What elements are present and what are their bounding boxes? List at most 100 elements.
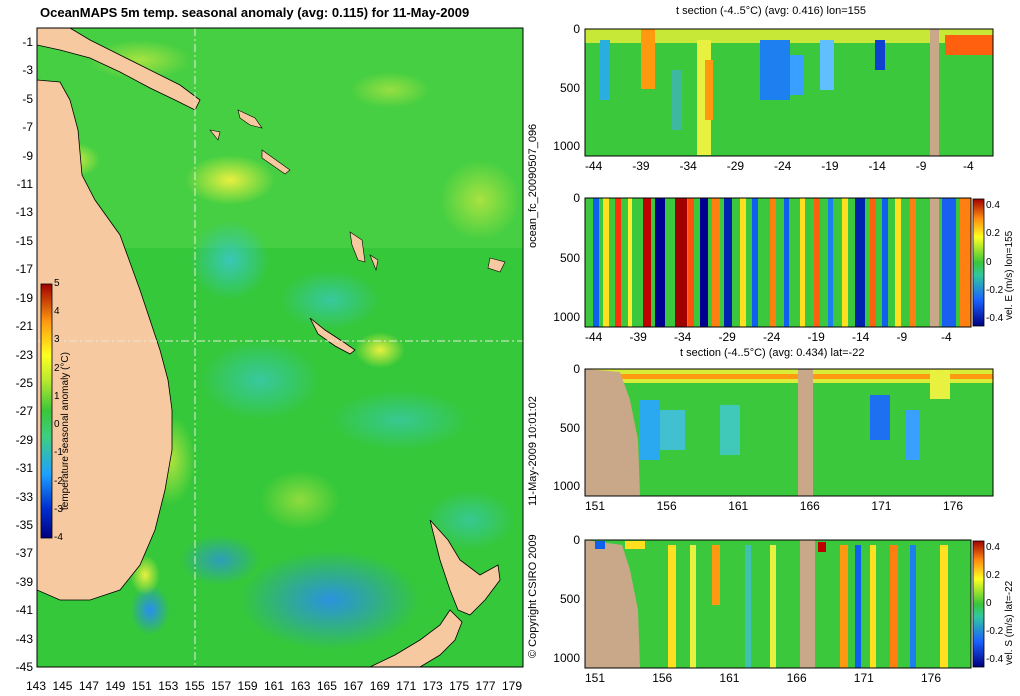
panel-x-tick-label: -9 bbox=[915, 159, 927, 173]
lon-tick-label: 153 bbox=[158, 679, 179, 693]
colorbar-tick-label: -3 bbox=[54, 503, 63, 515]
panel-x-tick-label: -29 bbox=[718, 330, 736, 344]
lat-tick-label: -39 bbox=[15, 574, 33, 589]
forecast-id-label: ocean_fc_20090507_096 bbox=[527, 123, 539, 248]
panel-3-title: t section (-4..5°C) (avg: 0.434) lat=-22 bbox=[680, 347, 865, 359]
lat-tick-label: -19 bbox=[15, 290, 33, 305]
lon-tick-label: 173 bbox=[422, 679, 443, 693]
panel-x-tick-label: -14 bbox=[852, 330, 870, 344]
colorbar-tick-label: 4 bbox=[54, 306, 60, 318]
panel-colorbar-tick-label: -0.2 bbox=[986, 284, 1004, 296]
panel-frames bbox=[584, 28, 994, 669]
panel-colorbar-tick-label: 0 bbox=[986, 598, 992, 609]
lon-tick-label: 167 bbox=[343, 679, 364, 693]
panel-colorbar-tick-label: 0 bbox=[986, 256, 992, 268]
lat-tick-label: -7 bbox=[22, 120, 33, 135]
panel-y-tick-label: 1000 bbox=[553, 651, 580, 665]
lat-tick-label: -27 bbox=[15, 404, 33, 419]
lat-tick-label: -15 bbox=[15, 233, 33, 248]
lon-tick-label: 177 bbox=[475, 679, 496, 693]
lon-tick-label: 149 bbox=[105, 679, 126, 693]
panel-colorbar-tick-label: 0.4 bbox=[986, 542, 1000, 553]
lat-tick-label: -23 bbox=[15, 347, 33, 362]
panel-x-tick-label: -44 bbox=[585, 330, 603, 344]
panel-x-tick-label: -29 bbox=[726, 159, 745, 173]
panel-x-tick-label: -39 bbox=[629, 330, 647, 344]
panel-colorbar-tick-label: 0.2 bbox=[986, 570, 1000, 581]
new-caledonia-land bbox=[309, 317, 356, 355]
lon-tick-label: 151 bbox=[131, 679, 152, 693]
panel-x-tick-label: -24 bbox=[774, 159, 792, 173]
colorbar-tick-label: -2 bbox=[54, 475, 63, 487]
panel-x-tick-label: -34 bbox=[674, 330, 692, 344]
panel-1-title: t section (-4..5°C) (avg: 0.416) lon=155 bbox=[676, 5, 866, 17]
lat-tick-label: -41 bbox=[15, 603, 33, 618]
panel-y-tick-label: 1000 bbox=[553, 139, 580, 153]
lat-tick-label: -21 bbox=[15, 319, 33, 334]
t-section-lat-panel bbox=[585, 369, 993, 496]
lon-tick-label: 179 bbox=[502, 679, 523, 693]
lat-tick-label: -31 bbox=[15, 461, 33, 476]
panel-x-tick-label: -14 bbox=[868, 159, 886, 173]
copyright-label: © Copyright CSIRO 2009 bbox=[527, 534, 539, 658]
panel-x-tick-label: -19 bbox=[807, 330, 825, 344]
panel-x-tick-label: -34 bbox=[679, 159, 697, 173]
lat-tick-label: -35 bbox=[15, 517, 33, 532]
temperature-colorbar bbox=[40, 283, 53, 539]
lon-tick-label: 145 bbox=[52, 679, 73, 693]
vel-e-panel bbox=[585, 198, 985, 327]
lat-tick-label: -45 bbox=[15, 660, 33, 674]
colorbar-label: temperature seasonal anomaly (°C) bbox=[60, 352, 71, 510]
panel-colorbar-tick-label: -0.4 bbox=[986, 313, 1004, 324]
lon-tick-label: 163 bbox=[290, 679, 311, 693]
panel-y-tick-label: 0 bbox=[573, 191, 580, 205]
new-zealand-north-land bbox=[429, 519, 501, 616]
lat-tick-label: -43 bbox=[15, 631, 33, 646]
panel-x-tick-label: 161 bbox=[719, 671, 740, 685]
panel-x-tick-label: -39 bbox=[632, 159, 650, 173]
lon-tick-label: 147 bbox=[78, 679, 99, 693]
panel-x-tick-label: 151 bbox=[585, 671, 606, 685]
t-section-lon-panel bbox=[585, 29, 993, 156]
lon-tick-label: 165 bbox=[316, 679, 337, 693]
panel-colorbar-tick-label: -0.2 bbox=[986, 626, 1004, 637]
panel-x-tick-label: -4 bbox=[941, 330, 952, 344]
panel-y-tick-label: 500 bbox=[559, 592, 580, 606]
panel-y-tick-label: 500 bbox=[559, 80, 580, 95]
lat-tick-label: -5 bbox=[22, 91, 33, 106]
colorbar-tick-label: 3 bbox=[54, 334, 60, 346]
panel-colorbar-tick-label: -0.4 bbox=[986, 654, 1004, 665]
panel-y-tick-label: 0 bbox=[573, 533, 580, 547]
lon-tick-label: 143 bbox=[26, 679, 47, 693]
panel-x-tick-label: -24 bbox=[763, 330, 781, 344]
lon-tick-label: 169 bbox=[369, 679, 390, 693]
panel-x-tick-label: -19 bbox=[821, 159, 839, 173]
temperature-anomaly-map bbox=[37, 28, 523, 667]
lon-tick-label: 171 bbox=[396, 679, 417, 693]
colorbar-tick-label: -1 bbox=[54, 447, 63, 459]
panel-x-tick-label: 166 bbox=[799, 499, 820, 513]
australia-land bbox=[37, 79, 173, 601]
panel-x-tick-label: 176 bbox=[943, 499, 964, 513]
vel-s-colorbar-label: vel. S (m/s) lat=-22 bbox=[1004, 580, 1015, 665]
lon-tick-label: 159 bbox=[237, 679, 258, 693]
panel-x-tick-label: 151 bbox=[585, 499, 606, 513]
colorbar-tick-label: 0 bbox=[54, 419, 60, 431]
panel-x-tick-label: 171 bbox=[871, 499, 892, 513]
colorbar-tick-label: -4 bbox=[54, 532, 63, 543]
panel-y-tick-label: 0 bbox=[573, 362, 580, 376]
lon-tick-label: 157 bbox=[211, 679, 232, 693]
panel-x-tick-label: -9 bbox=[896, 330, 908, 344]
lat-tick-label: -3 bbox=[22, 63, 33, 78]
panel-colorbar-tick-label: 0.4 bbox=[986, 200, 1000, 211]
lat-tick-label: -13 bbox=[15, 205, 33, 220]
map-title: OceanMAPS 5m temp. seasonal anomaly (avg… bbox=[40, 5, 470, 20]
panel-y-tick-label: 1000 bbox=[553, 479, 580, 493]
lon-tick-label: 161 bbox=[264, 679, 285, 693]
panel-y-tick-label: 0 bbox=[573, 22, 580, 36]
panel-x-tick-label: 171 bbox=[853, 671, 874, 685]
lat-tick-label: -1 bbox=[22, 35, 33, 49]
lon-tick-label: 175 bbox=[449, 679, 470, 693]
lat-tick-label: -25 bbox=[15, 375, 33, 390]
